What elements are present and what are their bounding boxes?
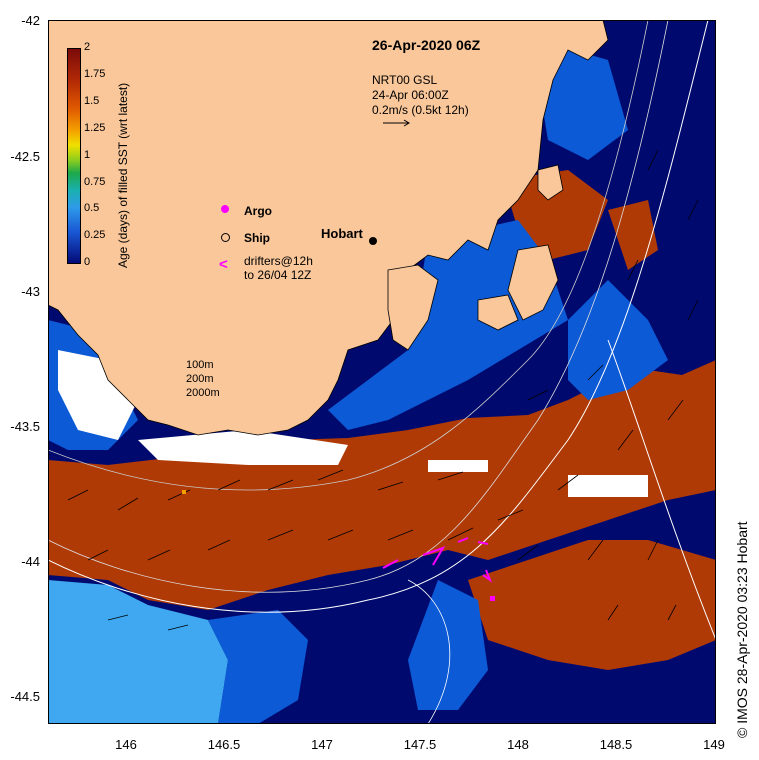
colorbar-title: Age (days) of filled SST (wrt latest) <box>116 82 130 268</box>
depth-legend-label: 200m <box>186 373 214 385</box>
argo-legend-icon <box>221 205 229 213</box>
land-maria-island <box>537 164 564 201</box>
colorbar-tick: 0.25 <box>84 229 106 241</box>
x-axis-label: 147.5 <box>403 737 437 752</box>
rust-coast-mid <box>608 200 658 270</box>
land <box>48 20 609 436</box>
info-line: 0.2m/s (0.5kt 12h) <box>372 103 469 117</box>
ship-legend-label: Ship <box>244 231 270 245</box>
mid-blue-north <box>328 220 568 430</box>
argo-marker <box>490 596 495 601</box>
colorbar-tick: 0.5 <box>84 202 100 214</box>
colorbar-tick: 2 <box>84 41 91 53</box>
colorbar-tick: 0.75 <box>84 176 106 188</box>
rust-east <box>468 540 716 670</box>
map-frame <box>48 20 716 724</box>
ship-legend-icon <box>221 233 230 242</box>
depth-contour-2000m <box>48 20 709 613</box>
colorbar-tick: 1.5 <box>84 95 100 107</box>
rust-northeast <box>648 360 716 470</box>
land-tasman-island <box>477 294 519 331</box>
map-title: 26-Apr-2020 06Z <box>372 37 481 53</box>
white-patch-mid <box>428 460 488 472</box>
x-axis-label: 148 <box>507 737 529 752</box>
drifter-tracks <box>382 537 493 583</box>
rust-band <box>48 370 716 610</box>
light-blue-southwest <box>48 580 228 724</box>
y-axis-label: -44 <box>21 554 40 569</box>
argo-legend-label: Argo <box>244 204 272 218</box>
hobart-marker <box>369 237 377 245</box>
colorbar-tick: 1.75 <box>84 68 106 80</box>
depth-legend-label: 100m <box>186 359 214 371</box>
depth-contour-2000m-east <box>607 339 716 641</box>
x-axis-label: 148.5 <box>599 737 633 752</box>
x-axis-label: 147 <box>311 737 333 752</box>
y-axis-label: -43 <box>21 284 40 299</box>
x-axis-label: 146.5 <box>207 737 241 752</box>
depth-legend-label: 2000m <box>186 387 220 399</box>
y-axis-label: -44.5 <box>10 689 40 704</box>
x-axis-label: 146 <box>115 737 137 752</box>
info-line: 24-Apr 06:00Z <box>372 88 449 102</box>
hobart-label: Hobart <box>321 226 363 241</box>
info-block: NRT00 GSL 24-Apr 06:00Z 0.2m/s (0.5kt 12… <box>372 73 469 118</box>
mid-blue-ne <box>538 40 628 160</box>
colorbar <box>67 48 81 264</box>
mid-blue-south <box>408 580 488 710</box>
sst-age-map <box>48 20 716 724</box>
credit-text: © IMOS 28-Apr-2020 03:23 Hobart <box>734 521 750 738</box>
mid-blue-east <box>568 280 668 400</box>
depth-contour-200m <box>48 20 669 593</box>
colorbar-tick: 1.25 <box>84 122 106 134</box>
drifter-legend-icon: < <box>219 256 228 273</box>
current-arrows <box>67 149 699 631</box>
y-axis-label: -42 <box>21 13 40 28</box>
depth-contour-100m <box>48 20 649 491</box>
white-patch-east <box>568 475 648 497</box>
x-axis-label: 149 <box>703 737 725 752</box>
y-axis-label: -43.5 <box>10 419 40 434</box>
drifter-legend-label: drifters@12h <box>244 254 313 268</box>
colorbar-tick: 0 <box>84 256 91 268</box>
white-patch-west <box>58 350 138 440</box>
colorbar-tick: 1 <box>84 149 91 161</box>
land-east-island <box>507 244 559 321</box>
land-peninsula <box>387 264 439 351</box>
orange-pixel <box>182 490 186 494</box>
scale-arrow <box>383 119 410 127</box>
depth-contour-south <box>407 579 451 724</box>
info-line: NRT00 GSL <box>372 73 438 87</box>
drifter-legend-label: to 26/04 12Z <box>244 268 312 282</box>
white-patch-coast <box>138 430 348 465</box>
mid-blue-southwest <box>208 610 308 724</box>
y-axis-label: -42.5 <box>10 149 40 164</box>
